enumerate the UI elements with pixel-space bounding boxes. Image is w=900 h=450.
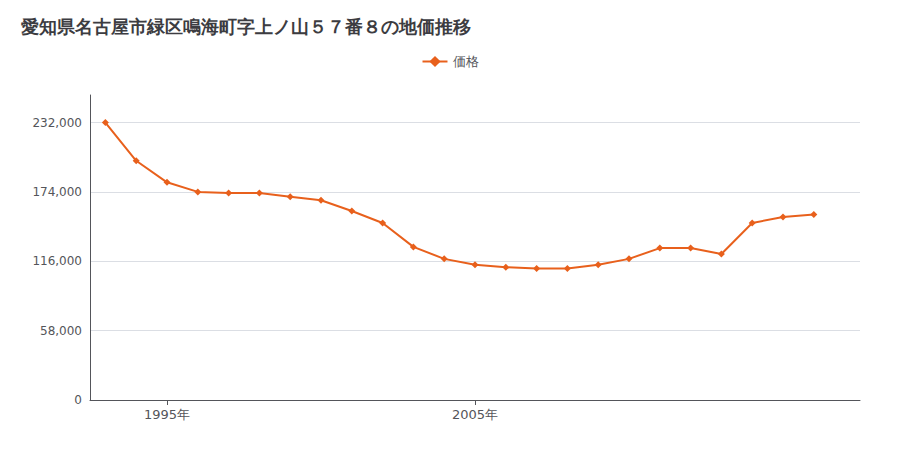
svg-text:価格: 価格	[453, 54, 479, 69]
svg-text:174,000: 174,000	[32, 185, 82, 199]
svg-text:232,000: 232,000	[32, 116, 82, 130]
svg-text:2005年: 2005年	[452, 407, 498, 422]
svg-text:0: 0	[74, 393, 82, 407]
svg-text:1995年: 1995年	[144, 407, 190, 422]
svg-text:116,000: 116,000	[32, 254, 82, 268]
svg-text:58,000: 58,000	[40, 324, 82, 338]
svg-text:愛知県名古屋市緑区鳴海町字上ノ山５７番８の地価推移: 愛知県名古屋市緑区鳴海町字上ノ山５７番８の地価推移	[21, 16, 471, 37]
